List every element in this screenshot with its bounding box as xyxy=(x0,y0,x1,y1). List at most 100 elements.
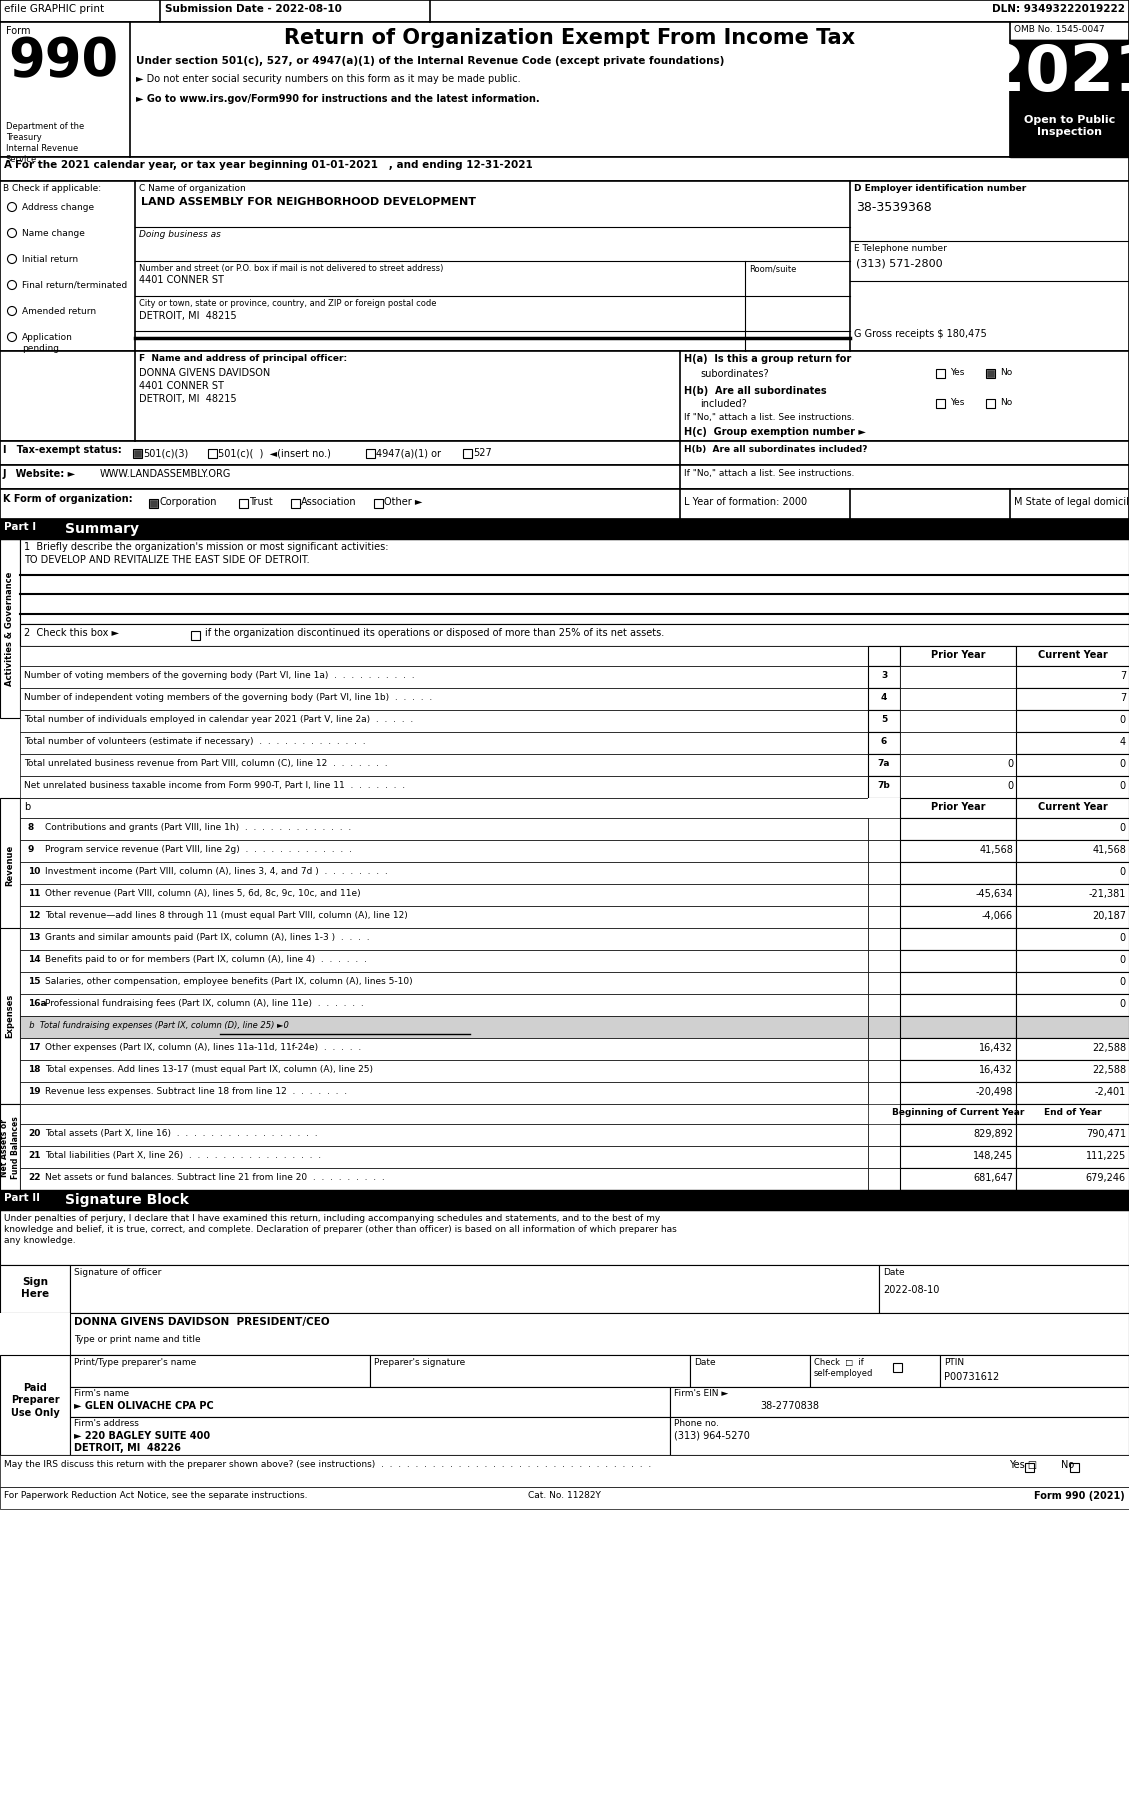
Text: E Telephone number: E Telephone number xyxy=(854,245,947,252)
Bar xyxy=(20,840,868,862)
Bar xyxy=(1024,1462,1033,1471)
Bar xyxy=(1016,1105,1129,1125)
Bar xyxy=(20,733,868,755)
Bar xyxy=(191,631,200,640)
Text: (313) 964-5270: (313) 964-5270 xyxy=(674,1431,750,1440)
Bar xyxy=(868,883,900,905)
Text: OMB No. 1545-0047: OMB No. 1545-0047 xyxy=(1014,25,1104,34)
Bar xyxy=(370,1355,690,1388)
Text: End of Year: End of Year xyxy=(1043,1108,1101,1117)
Bar xyxy=(868,862,900,883)
Text: -45,634: -45,634 xyxy=(975,889,1013,900)
Text: Total expenses. Add lines 13-17 (must equal Part IX, column (A), line 25): Total expenses. Add lines 13-17 (must eq… xyxy=(45,1065,373,1074)
Bar xyxy=(1016,1059,1129,1081)
Text: 4: 4 xyxy=(881,693,887,702)
Bar xyxy=(868,951,900,972)
Text: 14: 14 xyxy=(28,954,41,963)
Text: 22,588: 22,588 xyxy=(1092,1065,1126,1076)
Text: Sign
Here: Sign Here xyxy=(21,1277,49,1299)
Text: 681,647: 681,647 xyxy=(973,1174,1013,1183)
Bar xyxy=(936,399,945,408)
Text: 9: 9 xyxy=(28,845,34,854)
Text: 4401 CONNER ST: 4401 CONNER ST xyxy=(139,276,224,285)
Bar xyxy=(900,862,1016,883)
Bar xyxy=(0,0,1129,22)
Text: Return of Organization Exempt From Income Tax: Return of Organization Exempt From Incom… xyxy=(285,27,856,47)
Text: Prior Year: Prior Year xyxy=(930,802,986,813)
Bar xyxy=(0,1210,1129,1264)
Bar xyxy=(900,972,1016,994)
Text: 19: 19 xyxy=(28,1087,41,1096)
Bar xyxy=(0,490,1129,519)
Bar xyxy=(868,1038,900,1059)
Text: 0: 0 xyxy=(1120,715,1126,726)
Text: Type or print name and title: Type or print name and title xyxy=(75,1335,201,1344)
Text: 148,245: 148,245 xyxy=(973,1152,1013,1161)
Text: Net unrelated business taxable income from Form 990-T, Part I, line 11  .  .  . : Net unrelated business taxable income fr… xyxy=(24,782,405,791)
Bar xyxy=(238,499,247,508)
Bar xyxy=(1016,1038,1129,1059)
Text: ► Do not enter social security numbers on this form as it may be made public.: ► Do not enter social security numbers o… xyxy=(135,74,520,83)
Text: 679,246: 679,246 xyxy=(1086,1174,1126,1183)
Bar xyxy=(20,862,868,883)
Bar xyxy=(366,448,375,457)
Bar xyxy=(690,1355,809,1388)
Text: L Year of formation: 2000: L Year of formation: 2000 xyxy=(684,497,807,506)
Bar xyxy=(0,539,20,718)
Text: 0: 0 xyxy=(1120,978,1126,987)
Bar xyxy=(149,499,158,508)
Text: 7: 7 xyxy=(1120,693,1126,704)
Text: H(c)  Group exemption number ►: H(c) Group exemption number ► xyxy=(684,426,866,437)
Bar xyxy=(900,818,1016,840)
Text: 0: 0 xyxy=(1120,932,1126,943)
Bar xyxy=(669,1417,1129,1455)
Bar xyxy=(868,688,900,709)
Bar xyxy=(868,1059,900,1081)
Text: Preparer's signature: Preparer's signature xyxy=(374,1359,465,1368)
Bar xyxy=(868,1016,900,1038)
Bar xyxy=(1016,646,1129,666)
Text: Part I: Part I xyxy=(5,522,36,532)
Text: 16a: 16a xyxy=(28,1000,46,1009)
Text: 12: 12 xyxy=(28,911,41,920)
Bar xyxy=(900,666,1016,688)
Bar xyxy=(893,1362,901,1371)
Text: b  Total fundraising expenses (Part IX, column (D), line 25) ►0: b Total fundraising expenses (Part IX, c… xyxy=(24,1021,289,1030)
Bar xyxy=(70,1313,1129,1355)
Text: 41,568: 41,568 xyxy=(979,845,1013,854)
Bar xyxy=(70,1355,370,1388)
Text: -20,498: -20,498 xyxy=(975,1087,1013,1097)
Bar xyxy=(0,1355,70,1455)
Text: 527: 527 xyxy=(473,448,492,457)
Text: 0: 0 xyxy=(1120,867,1126,876)
Bar xyxy=(1016,666,1129,688)
Text: Final return/terminated: Final return/terminated xyxy=(21,281,128,290)
Text: -4,066: -4,066 xyxy=(982,911,1013,922)
Bar xyxy=(868,709,900,733)
Text: 5: 5 xyxy=(881,715,887,724)
Bar xyxy=(20,883,868,905)
Text: If "No," attach a list. See instructions.: If "No," attach a list. See instructions… xyxy=(684,470,855,479)
Text: Net assets or fund balances. Subtract line 21 from line 20  .  .  .  .  .  .  . : Net assets or fund balances. Subtract li… xyxy=(45,1174,385,1183)
Bar xyxy=(0,798,20,932)
Bar xyxy=(20,1105,868,1125)
Bar xyxy=(900,1038,1016,1059)
Bar xyxy=(70,1417,669,1455)
Text: Cat. No. 11282Y: Cat. No. 11282Y xyxy=(528,1491,601,1500)
Bar xyxy=(1016,818,1129,840)
Text: ► 220 BAGLEY SUITE 400: ► 220 BAGLEY SUITE 400 xyxy=(75,1431,210,1440)
Text: 1  Briefly describe the organization's mission or most significant activities:: 1 Briefly describe the organization's mi… xyxy=(24,542,388,551)
Bar xyxy=(208,448,217,457)
Text: May the IRS discuss this return with the preparer shown above? (see instructions: May the IRS discuss this return with the… xyxy=(5,1460,651,1469)
Text: For Paperwork Reduction Act Notice, see the separate instructions.: For Paperwork Reduction Act Notice, see … xyxy=(5,1491,307,1500)
Text: 17: 17 xyxy=(28,1043,41,1052)
Bar xyxy=(1016,1125,1129,1146)
Text: ► GLEN OLIVACHE CPA PC: ► GLEN OLIVACHE CPA PC xyxy=(75,1400,213,1411)
Text: Expenses: Expenses xyxy=(6,994,15,1038)
Bar xyxy=(0,441,1129,464)
Bar xyxy=(900,1105,1016,1125)
Text: Revenue: Revenue xyxy=(6,845,15,885)
Bar xyxy=(868,1146,900,1168)
Bar xyxy=(132,448,141,457)
Bar xyxy=(20,688,868,709)
